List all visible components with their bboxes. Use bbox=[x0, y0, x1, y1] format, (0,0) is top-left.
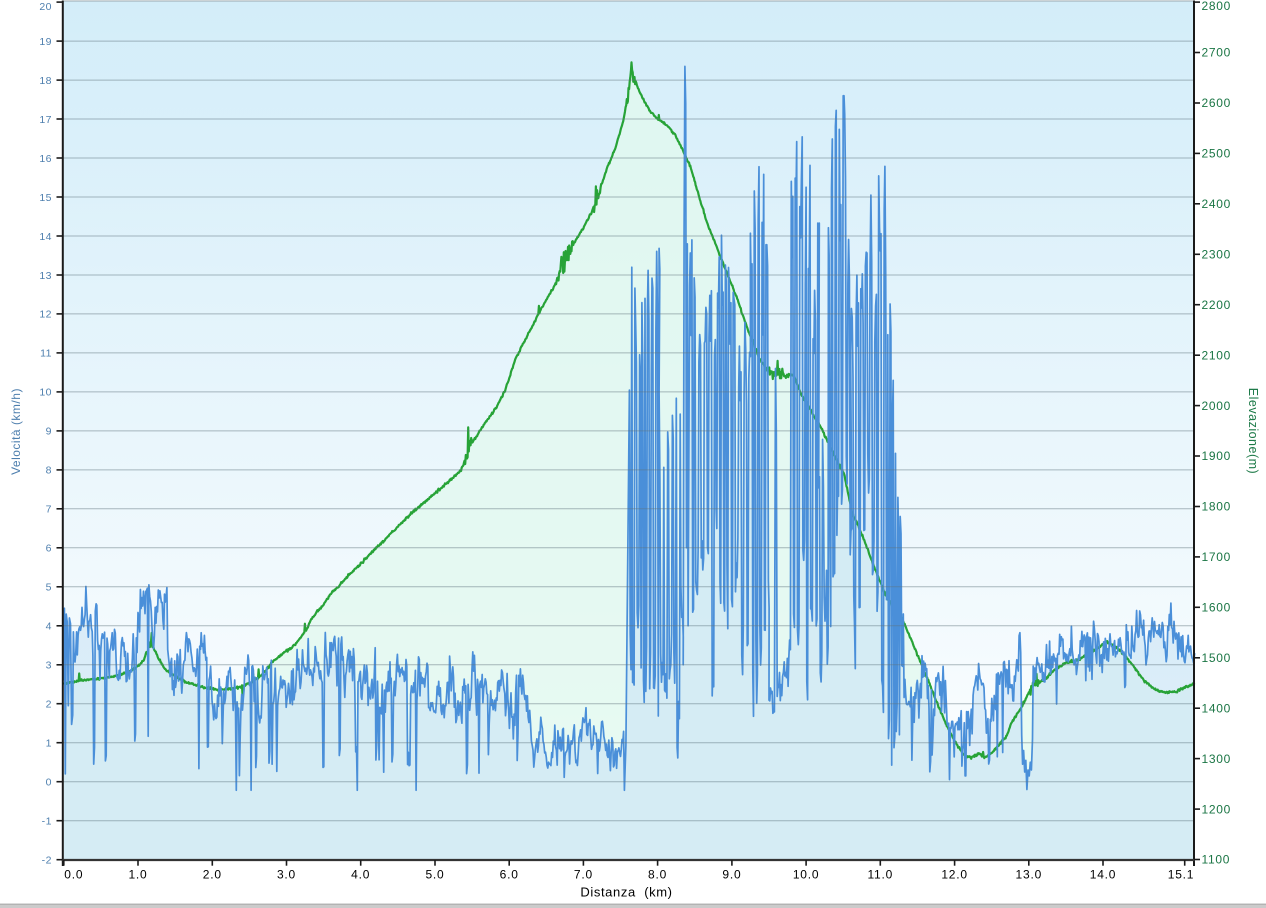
svg-text:1300: 1300 bbox=[1202, 752, 1232, 766]
svg-text:2200: 2200 bbox=[1202, 298, 1232, 312]
svg-text:18: 18 bbox=[39, 75, 52, 87]
svg-text:9.0: 9.0 bbox=[722, 868, 741, 882]
svg-text:1900: 1900 bbox=[1202, 449, 1232, 463]
svg-text:13.0: 13.0 bbox=[1016, 868, 1043, 882]
svg-text:Velocità (km/h): Velocità (km/h) bbox=[9, 388, 23, 475]
svg-text:1.0: 1.0 bbox=[128, 868, 147, 882]
svg-text:9: 9 bbox=[46, 426, 52, 438]
svg-text:5.0: 5.0 bbox=[425, 868, 444, 882]
svg-text:1100: 1100 bbox=[1202, 853, 1231, 867]
svg-text:20: 20 bbox=[39, 1, 52, 13]
svg-text:2800: 2800 bbox=[1202, 0, 1232, 13]
svg-text:1800: 1800 bbox=[1202, 500, 1232, 514]
svg-text:8: 8 bbox=[46, 465, 52, 477]
svg-text:7.0: 7.0 bbox=[574, 868, 593, 882]
svg-text:2400: 2400 bbox=[1202, 197, 1232, 211]
svg-text:13: 13 bbox=[39, 270, 52, 282]
svg-text:15: 15 bbox=[39, 192, 52, 204]
svg-text:3.0: 3.0 bbox=[277, 868, 296, 882]
svg-text:3: 3 bbox=[46, 660, 52, 672]
svg-text:2100: 2100 bbox=[1202, 348, 1232, 362]
svg-text:15.1: 15.1 bbox=[1168, 868, 1195, 882]
svg-text:0.0: 0.0 bbox=[64, 868, 83, 882]
svg-text:1400: 1400 bbox=[1202, 701, 1232, 715]
svg-text:4.0: 4.0 bbox=[351, 868, 370, 882]
svg-text:19: 19 bbox=[39, 36, 52, 48]
svg-text:2700: 2700 bbox=[1202, 46, 1232, 60]
svg-text:1600: 1600 bbox=[1202, 601, 1232, 615]
svg-text:1500: 1500 bbox=[1202, 651, 1232, 665]
svg-text:12: 12 bbox=[39, 309, 52, 321]
svg-text:2300: 2300 bbox=[1202, 248, 1232, 262]
svg-text:11: 11 bbox=[40, 348, 52, 360]
svg-text:0: 0 bbox=[46, 777, 52, 789]
svg-text:2.0: 2.0 bbox=[203, 868, 222, 882]
svg-text:1200: 1200 bbox=[1202, 802, 1232, 816]
svg-text:6: 6 bbox=[46, 543, 52, 555]
svg-text:11.0: 11.0 bbox=[867, 868, 893, 882]
svg-text:Elevazione(m): Elevazione(m) bbox=[1246, 388, 1260, 474]
svg-text:5: 5 bbox=[46, 582, 52, 594]
svg-text:17: 17 bbox=[39, 114, 52, 126]
svg-text:1: 1 bbox=[46, 738, 52, 750]
svg-text:16: 16 bbox=[39, 153, 52, 165]
svg-text:-2: -2 bbox=[42, 855, 52, 867]
svg-text:6.0: 6.0 bbox=[500, 868, 519, 882]
svg-text:8.0: 8.0 bbox=[648, 868, 667, 882]
svg-text:-1: -1 bbox=[42, 816, 52, 828]
svg-text:1700: 1700 bbox=[1202, 550, 1232, 564]
svg-text:14: 14 bbox=[39, 231, 52, 243]
svg-text:10: 10 bbox=[39, 387, 52, 399]
svg-text:12.0: 12.0 bbox=[941, 868, 968, 882]
svg-text:14.0: 14.0 bbox=[1090, 868, 1117, 882]
svg-text:7: 7 bbox=[46, 504, 52, 516]
svg-text:2: 2 bbox=[46, 699, 52, 711]
svg-text:10.0: 10.0 bbox=[793, 868, 820, 882]
svg-text:2500: 2500 bbox=[1202, 147, 1232, 161]
svg-text:Distanza (km): Distanza (km) bbox=[580, 885, 672, 900]
svg-text:2600: 2600 bbox=[1202, 96, 1232, 110]
svg-text:4: 4 bbox=[46, 621, 52, 633]
svg-text:2000: 2000 bbox=[1202, 399, 1232, 413]
